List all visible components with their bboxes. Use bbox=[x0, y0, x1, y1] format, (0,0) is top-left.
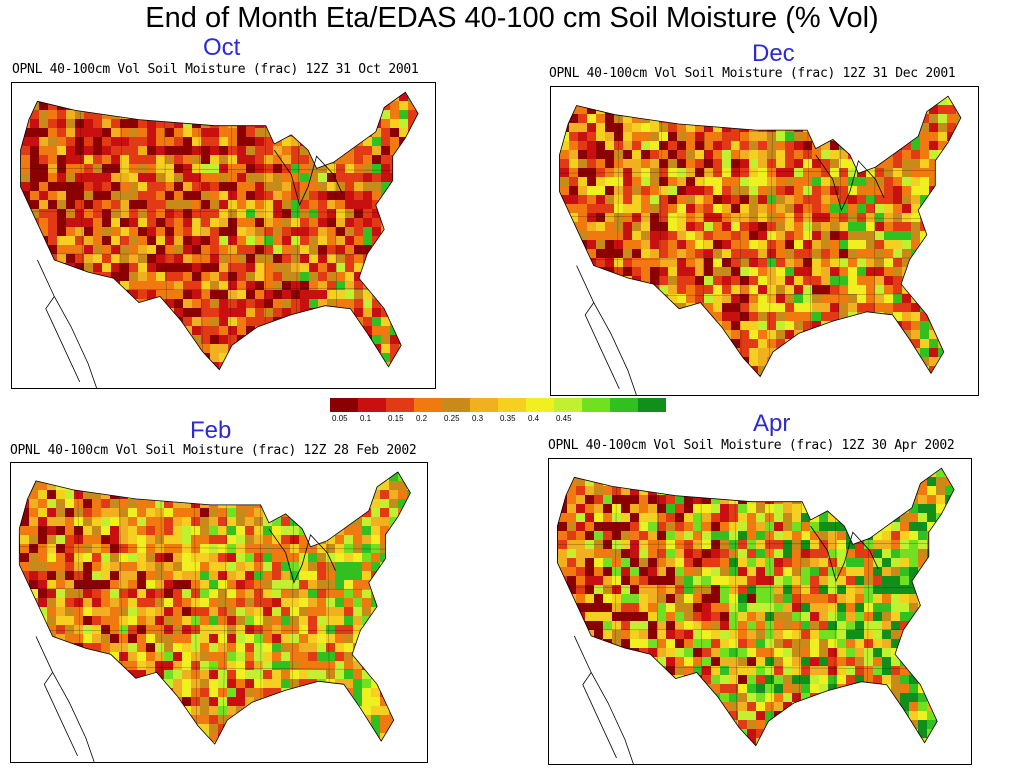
mexico-coastline bbox=[35, 636, 95, 762]
legend-swatch bbox=[442, 398, 470, 412]
moisture-field bbox=[19, 472, 411, 745]
great-lakes-outline bbox=[815, 154, 885, 212]
legend-tick-label: 0.05 bbox=[332, 414, 348, 423]
map-caption-oct: OPNL 40-100cm Vol Soil Moisture (frac) 1… bbox=[12, 62, 419, 77]
legend-swatch bbox=[470, 398, 498, 412]
legend-tick-label: 0.25 bbox=[444, 414, 460, 423]
mexico-coastline bbox=[43, 672, 78, 757]
legend-swatch bbox=[414, 398, 442, 412]
us-outline bbox=[18, 471, 411, 745]
moisture-field bbox=[559, 96, 961, 377]
map-caption-feb: OPNL 40-100cm Vol Soil Moisture (frac) 1… bbox=[10, 443, 417, 458]
legend-swatch bbox=[526, 398, 554, 412]
mexico-coastline bbox=[582, 672, 617, 759]
legend-swatch bbox=[386, 398, 414, 412]
great-lakes-outline bbox=[810, 525, 879, 583]
map-canvas bbox=[20, 91, 419, 388]
month-label-oct: Oct bbox=[203, 34, 241, 61]
mexico-coastline bbox=[45, 296, 81, 383]
mexico-coastline bbox=[37, 259, 97, 388]
map-canvas bbox=[556, 467, 955, 764]
soil-moisture-map-dec bbox=[550, 86, 979, 396]
legend-tick-label: 0.4 bbox=[528, 414, 540, 423]
legend-swatch bbox=[638, 398, 666, 412]
legend-swatch bbox=[498, 398, 526, 412]
legend-swatch bbox=[582, 398, 610, 412]
great-lakes-outline bbox=[268, 528, 336, 584]
mexico-coastline bbox=[573, 635, 634, 764]
map-caption-apr: OPNL 40-100cm Vol Soil Moisture (frac) 1… bbox=[548, 438, 955, 453]
us-outline bbox=[20, 91, 419, 371]
legend-tick-label: 0.3 bbox=[472, 414, 484, 423]
month-label-dec: Dec bbox=[752, 40, 795, 67]
soil-moisture-map-apr bbox=[548, 458, 972, 765]
legend-swatch bbox=[554, 398, 582, 412]
great-lakes-outline bbox=[273, 149, 343, 207]
legend-tick-label: 0.1 bbox=[360, 414, 372, 423]
month-label-apr: Apr bbox=[753, 410, 791, 437]
mexico-coastline bbox=[576, 265, 637, 395]
us-outline bbox=[556, 467, 955, 747]
moisture-field bbox=[20, 92, 419, 370]
legend-tick-label: 0.15 bbox=[388, 414, 404, 423]
month-label-feb: Feb bbox=[190, 417, 232, 444]
legend-tick-label: 0.35 bbox=[500, 414, 516, 423]
moisture-field bbox=[557, 468, 955, 746]
map-caption-dec: OPNL 40-100cm Vol Soil Moisture (frac) 1… bbox=[549, 66, 956, 81]
soil-moisture-map-feb bbox=[10, 462, 428, 763]
map-canvas bbox=[559, 95, 962, 395]
us-outline bbox=[559, 95, 962, 378]
legend-swatch bbox=[610, 398, 638, 412]
legend-swatch bbox=[330, 398, 358, 412]
mexico-coastline bbox=[584, 302, 620, 389]
page-title: End of Month Eta/EDAS 40-100 cm Soil Moi… bbox=[145, 2, 879, 34]
soil-moisture-map-oct bbox=[11, 82, 436, 389]
legend-tick-label: 0.2 bbox=[416, 414, 428, 423]
color-legend: 0.05 0.1 0.15 0.2 0.25 0.3 0.35 0.4 0.45 bbox=[330, 398, 670, 428]
map-canvas bbox=[18, 471, 411, 762]
legend-swatch bbox=[358, 398, 386, 412]
legend-tick-label: 0.45 bbox=[556, 414, 572, 423]
